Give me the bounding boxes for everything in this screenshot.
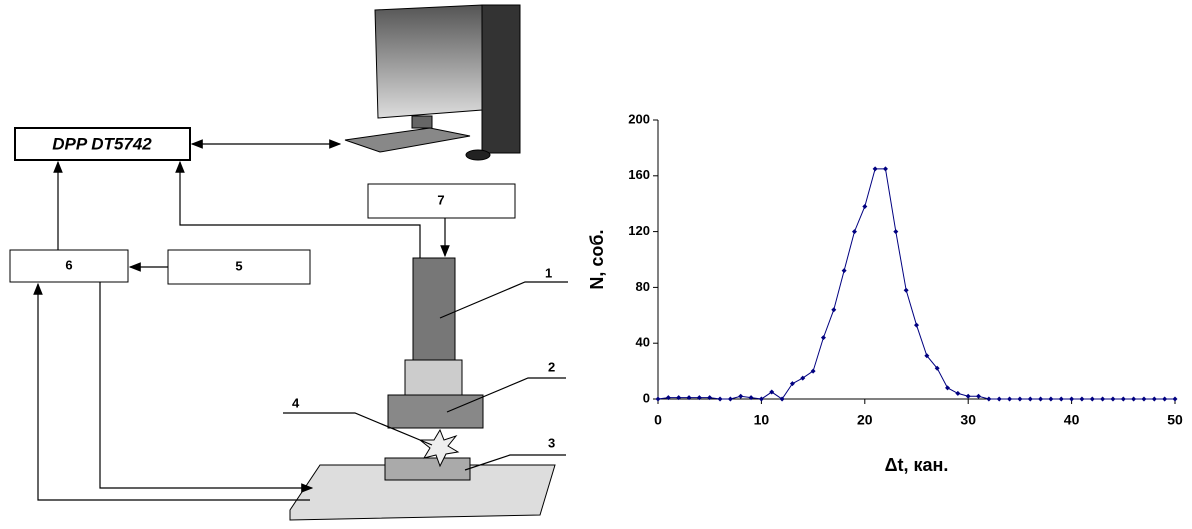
data-point — [966, 394, 971, 399]
y-axis-title: N, соб. — [587, 229, 607, 289]
data-point — [831, 307, 836, 312]
data-point — [893, 229, 898, 234]
data-point — [656, 397, 661, 402]
y-tick-label: 0 — [643, 390, 650, 405]
block-label: 6 — [65, 257, 72, 272]
detector-2 — [388, 395, 483, 428]
data-point — [1028, 397, 1033, 402]
computer-icon — [345, 5, 520, 160]
callout-label: 3 — [548, 435, 555, 450]
data-point — [1110, 397, 1115, 402]
data-point — [862, 204, 867, 209]
data-point — [1007, 397, 1012, 402]
data-point — [1121, 397, 1126, 402]
block-label: 7 — [437, 192, 444, 207]
y-tick-label: 120 — [628, 223, 650, 238]
detector-part — [405, 360, 462, 395]
data-point — [1173, 397, 1178, 402]
data-point — [883, 166, 888, 171]
data-point — [728, 397, 733, 402]
data-point — [718, 397, 723, 402]
figure: DPP DT5742 7 6 5 1 2 3 4 040801201602000… — [0, 0, 1192, 524]
data-point — [1162, 397, 1167, 402]
dpp-label: DPP DT5742 — [52, 134, 152, 153]
x-axis-title: Δt, кан. — [885, 455, 949, 475]
data-point — [842, 268, 847, 273]
sample-3 — [385, 458, 470, 480]
callout-label: 4 — [292, 395, 300, 410]
data-point — [1141, 397, 1146, 402]
x-tick-label: 20 — [857, 412, 873, 428]
x-tick-label: 30 — [960, 412, 976, 428]
data-point — [1048, 397, 1053, 402]
data-point — [955, 391, 960, 396]
diagram: DPP DT5742 7 6 5 1 2 3 4 — [10, 5, 568, 520]
data-point — [904, 288, 909, 293]
data-point — [1090, 397, 1095, 402]
data-point — [1152, 397, 1157, 402]
callout-label: 1 — [545, 265, 552, 280]
y-tick-label: 200 — [628, 111, 650, 126]
chart: 0 40 80 120 160 200 0 10 20 30 40 50 Δt, кан. N, соб. — [587, 111, 1183, 474]
data-point — [914, 323, 919, 328]
data-point — [997, 397, 1002, 402]
data-point — [1038, 397, 1043, 402]
data-point — [976, 394, 981, 399]
data-point — [1017, 397, 1022, 402]
x-tick-label: 40 — [1064, 412, 1080, 428]
x-tick-label: 50 — [1167, 412, 1183, 428]
data-point — [821, 335, 826, 340]
data-point — [945, 385, 950, 390]
detector-1 — [413, 258, 455, 360]
data-point — [873, 166, 878, 171]
data-point — [1079, 397, 1084, 402]
data-point — [1100, 397, 1105, 402]
callout-label: 2 — [548, 359, 555, 374]
y-tick-label: 80 — [636, 279, 650, 294]
data-line — [658, 169, 1175, 399]
x-tick-label: 0 — [654, 412, 662, 428]
data-point — [986, 397, 991, 402]
block-label: 5 — [235, 258, 242, 273]
data-point — [1069, 397, 1074, 402]
y-tick-label: 160 — [628, 167, 650, 182]
data-point — [852, 229, 857, 234]
x-tick-label: 10 — [754, 412, 770, 428]
data-point — [1131, 397, 1136, 402]
data-point — [738, 394, 743, 399]
y-tick-label: 40 — [636, 335, 650, 350]
data-point — [1059, 397, 1064, 402]
